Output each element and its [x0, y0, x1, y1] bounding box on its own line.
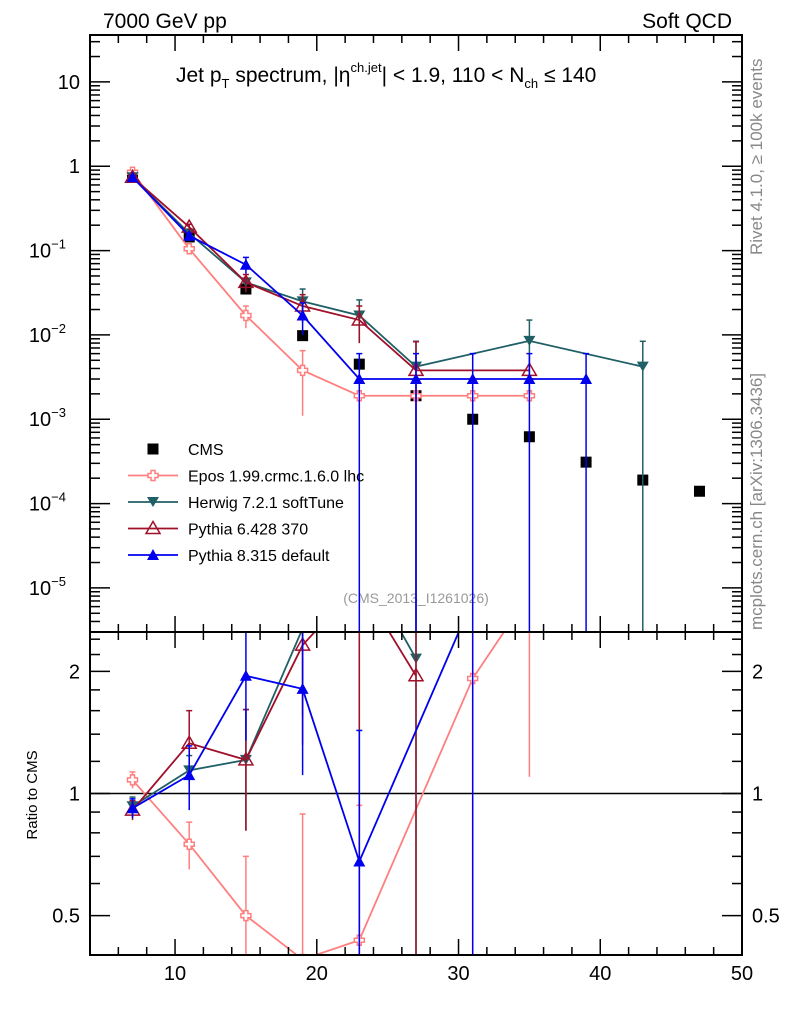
- y-tick-exponent: −2: [51, 321, 66, 336]
- x-tick-label: 50: [731, 963, 753, 985]
- y-tick-label: 2: [69, 661, 80, 683]
- y-tick-label: 10: [58, 72, 80, 94]
- y-tick-label: 1: [69, 156, 80, 178]
- series-line: [131, 632, 417, 811]
- data-point-triangle-up: [466, 373, 479, 385]
- series-line: [132, 632, 417, 808]
- legend-label: Pythia 6.428 370: [188, 522, 308, 539]
- data-point-triangle-up: [239, 669, 252, 681]
- plot-title: Jet pT spectrum, |ηch.jet| < 1.9, 110 < …: [176, 60, 596, 91]
- data-point-triangle-up: [296, 682, 309, 694]
- series-herwig: [126, 632, 422, 955]
- data-point-triangle-up: [183, 229, 196, 241]
- data-point-cross: [240, 909, 252, 922]
- data-point-triangle-down: [523, 335, 536, 346]
- series-line: [131, 171, 530, 397]
- y-tick-label: 10−4: [29, 490, 66, 516]
- y-tick-label: 10−2: [29, 321, 66, 347]
- x-tick-label: 20: [306, 963, 328, 985]
- header-right: Soft QCD: [642, 10, 732, 33]
- data-point-square: [147, 443, 159, 455]
- data-point-triangle-up: [353, 855, 366, 867]
- data-point-triangle-open: [124, 168, 141, 184]
- legend-label: Pythia 8.315 default: [188, 548, 330, 565]
- legend-label: CMS: [188, 442, 224, 459]
- data-point-triangle-down: [147, 497, 159, 507]
- y-tick-label: 1: [69, 784, 80, 806]
- rivet-version-label: Rivet 4.1.0, ≥ 100k events: [747, 59, 766, 255]
- x-tick-label: 10: [164, 963, 186, 985]
- data-point-cross: [126, 774, 139, 786]
- data-point-triangle-up: [580, 373, 593, 385]
- ratio-ylabel: Ratio to CMS: [24, 750, 41, 839]
- y-tick-label: 10−3: [29, 405, 66, 431]
- y-tick-label-right: 2: [752, 661, 763, 683]
- series-line: [132, 632, 460, 865]
- series-line: [131, 176, 587, 380]
- data-point-triangle-up: [523, 373, 536, 385]
- y-tick-exponent: −5: [51, 574, 66, 589]
- y-tick-label: 10−1: [29, 237, 66, 263]
- legend-label: Epos 1.99.crmc.1.6.0 lhc: [188, 469, 364, 486]
- series-line: [131, 176, 530, 372]
- y-tick-label-right: 0.5: [752, 906, 780, 928]
- data-point-triangle-up: [239, 258, 252, 270]
- x-tick-label: 40: [589, 963, 611, 985]
- data-point-square: [693, 485, 705, 497]
- data-point-cross: [240, 309, 252, 322]
- mcplots-label: mcplots.cern.ch [arXiv:1306.3436]: [747, 373, 766, 630]
- y-tick-label-right: 1: [752, 784, 763, 806]
- data-point-triangle-up: [410, 373, 422, 385]
- data-point-triangle-open: [237, 751, 255, 766]
- data-point-cross: [183, 243, 195, 255]
- data-point-cross: [147, 469, 159, 482]
- legend: CMS Epos 1.99.crmc.1.6.0 lhc Herwig 7.2.1 …: [128, 442, 364, 565]
- y-tick-label: 10−5: [29, 574, 66, 600]
- y-tick-exponent: −1: [51, 237, 66, 252]
- series-pythia8: [126, 632, 474, 955]
- data-point-triangle-up: [147, 549, 159, 560]
- data-point-cross: [183, 838, 195, 850]
- data-point-cross: [296, 364, 309, 377]
- data-point-square: [297, 330, 309, 342]
- y-tick-exponent: −4: [51, 490, 66, 505]
- data-point-triangle-open: [237, 273, 255, 289]
- data-point-triangle-open: [350, 311, 368, 326]
- x-tick-label: 30: [447, 963, 469, 985]
- y-tick-exponent: −3: [51, 405, 66, 420]
- data-point-triangle-open: [407, 667, 425, 682]
- data-point-triangle-open: [144, 520, 162, 535]
- header-left: 7000 GeV pp: [103, 10, 227, 33]
- data-point-triangle-down: [636, 361, 649, 372]
- data-point-triangle-up: [126, 802, 139, 814]
- series-pythia: [126, 171, 593, 632]
- series-epos: [126, 166, 536, 416]
- legend-label: Herwig 7.2.1 softTune: [188, 495, 344, 512]
- data-point-triangle-up: [126, 171, 139, 183]
- data-point-triangle-up: [353, 373, 366, 385]
- y-tick-label: 0.5: [52, 906, 80, 928]
- data-point-triangle-up: [296, 309, 309, 321]
- data-point-triangle-up: [183, 769, 196, 781]
